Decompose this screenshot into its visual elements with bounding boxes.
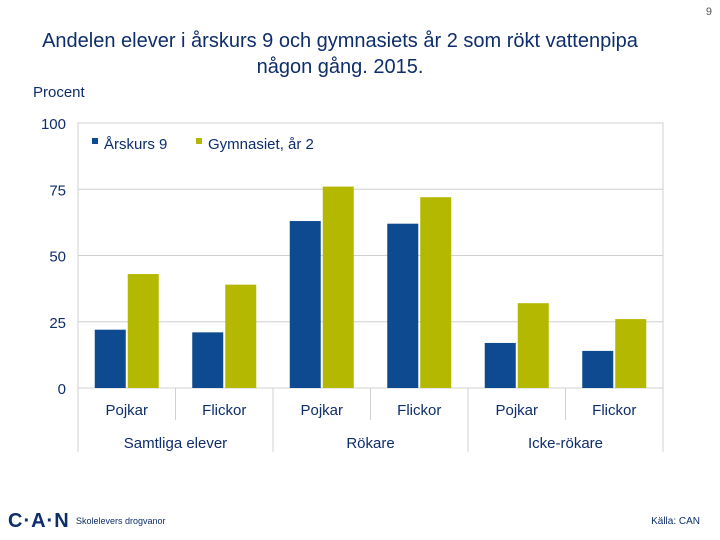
group-label: Samtliga elever bbox=[124, 435, 227, 452]
group-label: Rökare bbox=[346, 435, 394, 452]
can-logo: C·A·N bbox=[8, 510, 70, 532]
y-tick-label: 0 bbox=[58, 381, 66, 398]
category-label: Flickor bbox=[397, 402, 441, 419]
legend-label: Gymnasiet, år 2 bbox=[208, 136, 314, 153]
y-tick-label: 50 bbox=[49, 249, 66, 266]
slide-number: 9 bbox=[705, 6, 712, 18]
footer-source: Källa: CAN bbox=[651, 516, 700, 527]
category-label: Pojkar bbox=[105, 402, 148, 419]
bar-gymnasiet-3 bbox=[420, 197, 452, 388]
category-label: Flickor bbox=[592, 402, 636, 419]
footer-subtitle: Skolelevers drogvanor bbox=[76, 516, 166, 526]
bar-arskurs9-5 bbox=[582, 350, 614, 388]
bar-arskurs9-2 bbox=[289, 221, 321, 388]
y-axis-label: Procent bbox=[33, 84, 85, 101]
category-label: Pojkar bbox=[495, 402, 538, 419]
bar-arskurs9-1 bbox=[192, 332, 224, 388]
bar-arskurs9-4 bbox=[484, 342, 516, 388]
bar-gymnasiet-4 bbox=[517, 303, 549, 388]
category-label: Flickor bbox=[202, 402, 246, 419]
legend-label: Årskurs 9 bbox=[104, 136, 167, 153]
chart-title: Andelen elever i årskurs 9 och gymnasiet… bbox=[42, 30, 638, 78]
y-tick-label: 25 bbox=[49, 315, 66, 332]
y-tick-label: 100 bbox=[41, 116, 66, 133]
category-label: Pojkar bbox=[300, 402, 343, 419]
bar-arskurs9-0 bbox=[94, 329, 126, 388]
y-tick-label: 75 bbox=[49, 182, 66, 199]
bar-arskurs9-3 bbox=[387, 223, 419, 388]
legend-swatch bbox=[196, 138, 202, 144]
legend-swatch bbox=[92, 138, 98, 144]
group-label: Icke-rökare bbox=[528, 435, 603, 452]
bar-gymnasiet-1 bbox=[225, 284, 257, 388]
bar-gymnasiet-2 bbox=[322, 186, 354, 388]
bar-gymnasiet-5 bbox=[615, 319, 647, 388]
bar-gymnasiet-0 bbox=[127, 274, 159, 388]
